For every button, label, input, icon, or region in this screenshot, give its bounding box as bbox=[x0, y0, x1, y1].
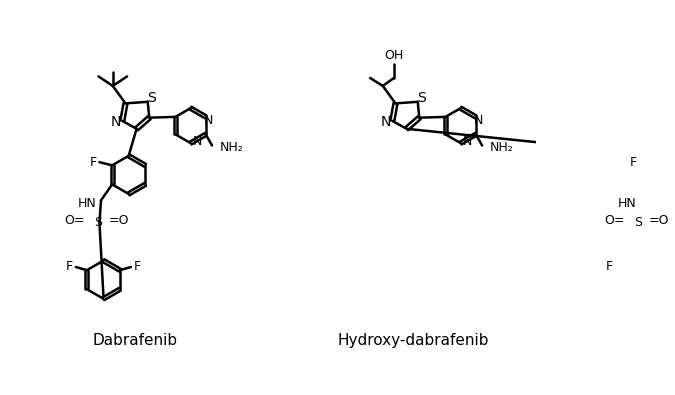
Text: N: N bbox=[192, 135, 202, 148]
Text: N: N bbox=[381, 115, 391, 130]
Text: S: S bbox=[634, 216, 642, 229]
Text: O=: O= bbox=[605, 214, 625, 228]
Text: S: S bbox=[417, 91, 426, 105]
Text: N: N bbox=[203, 115, 213, 127]
Text: =O: =O bbox=[109, 214, 130, 228]
Text: F: F bbox=[606, 260, 613, 273]
Text: F: F bbox=[134, 260, 141, 273]
Text: F: F bbox=[630, 156, 637, 169]
Text: F: F bbox=[90, 156, 97, 169]
Text: O=: O= bbox=[65, 214, 85, 228]
Text: Dabrafenib: Dabrafenib bbox=[92, 333, 178, 348]
Text: F: F bbox=[674, 260, 675, 273]
Text: HN: HN bbox=[618, 197, 637, 210]
Text: OH: OH bbox=[384, 49, 404, 62]
Text: S: S bbox=[147, 91, 156, 105]
Text: N: N bbox=[111, 115, 121, 130]
Text: S: S bbox=[94, 216, 102, 229]
Text: N: N bbox=[462, 135, 472, 148]
Text: N: N bbox=[473, 115, 483, 127]
Text: F: F bbox=[66, 260, 73, 273]
Text: =O: =O bbox=[649, 214, 670, 228]
Text: Hydroxy-dabrafenib: Hydroxy-dabrafenib bbox=[338, 333, 489, 348]
Text: NH₂: NH₂ bbox=[490, 141, 514, 154]
Text: NH₂: NH₂ bbox=[220, 141, 244, 154]
Text: HN: HN bbox=[78, 197, 97, 210]
